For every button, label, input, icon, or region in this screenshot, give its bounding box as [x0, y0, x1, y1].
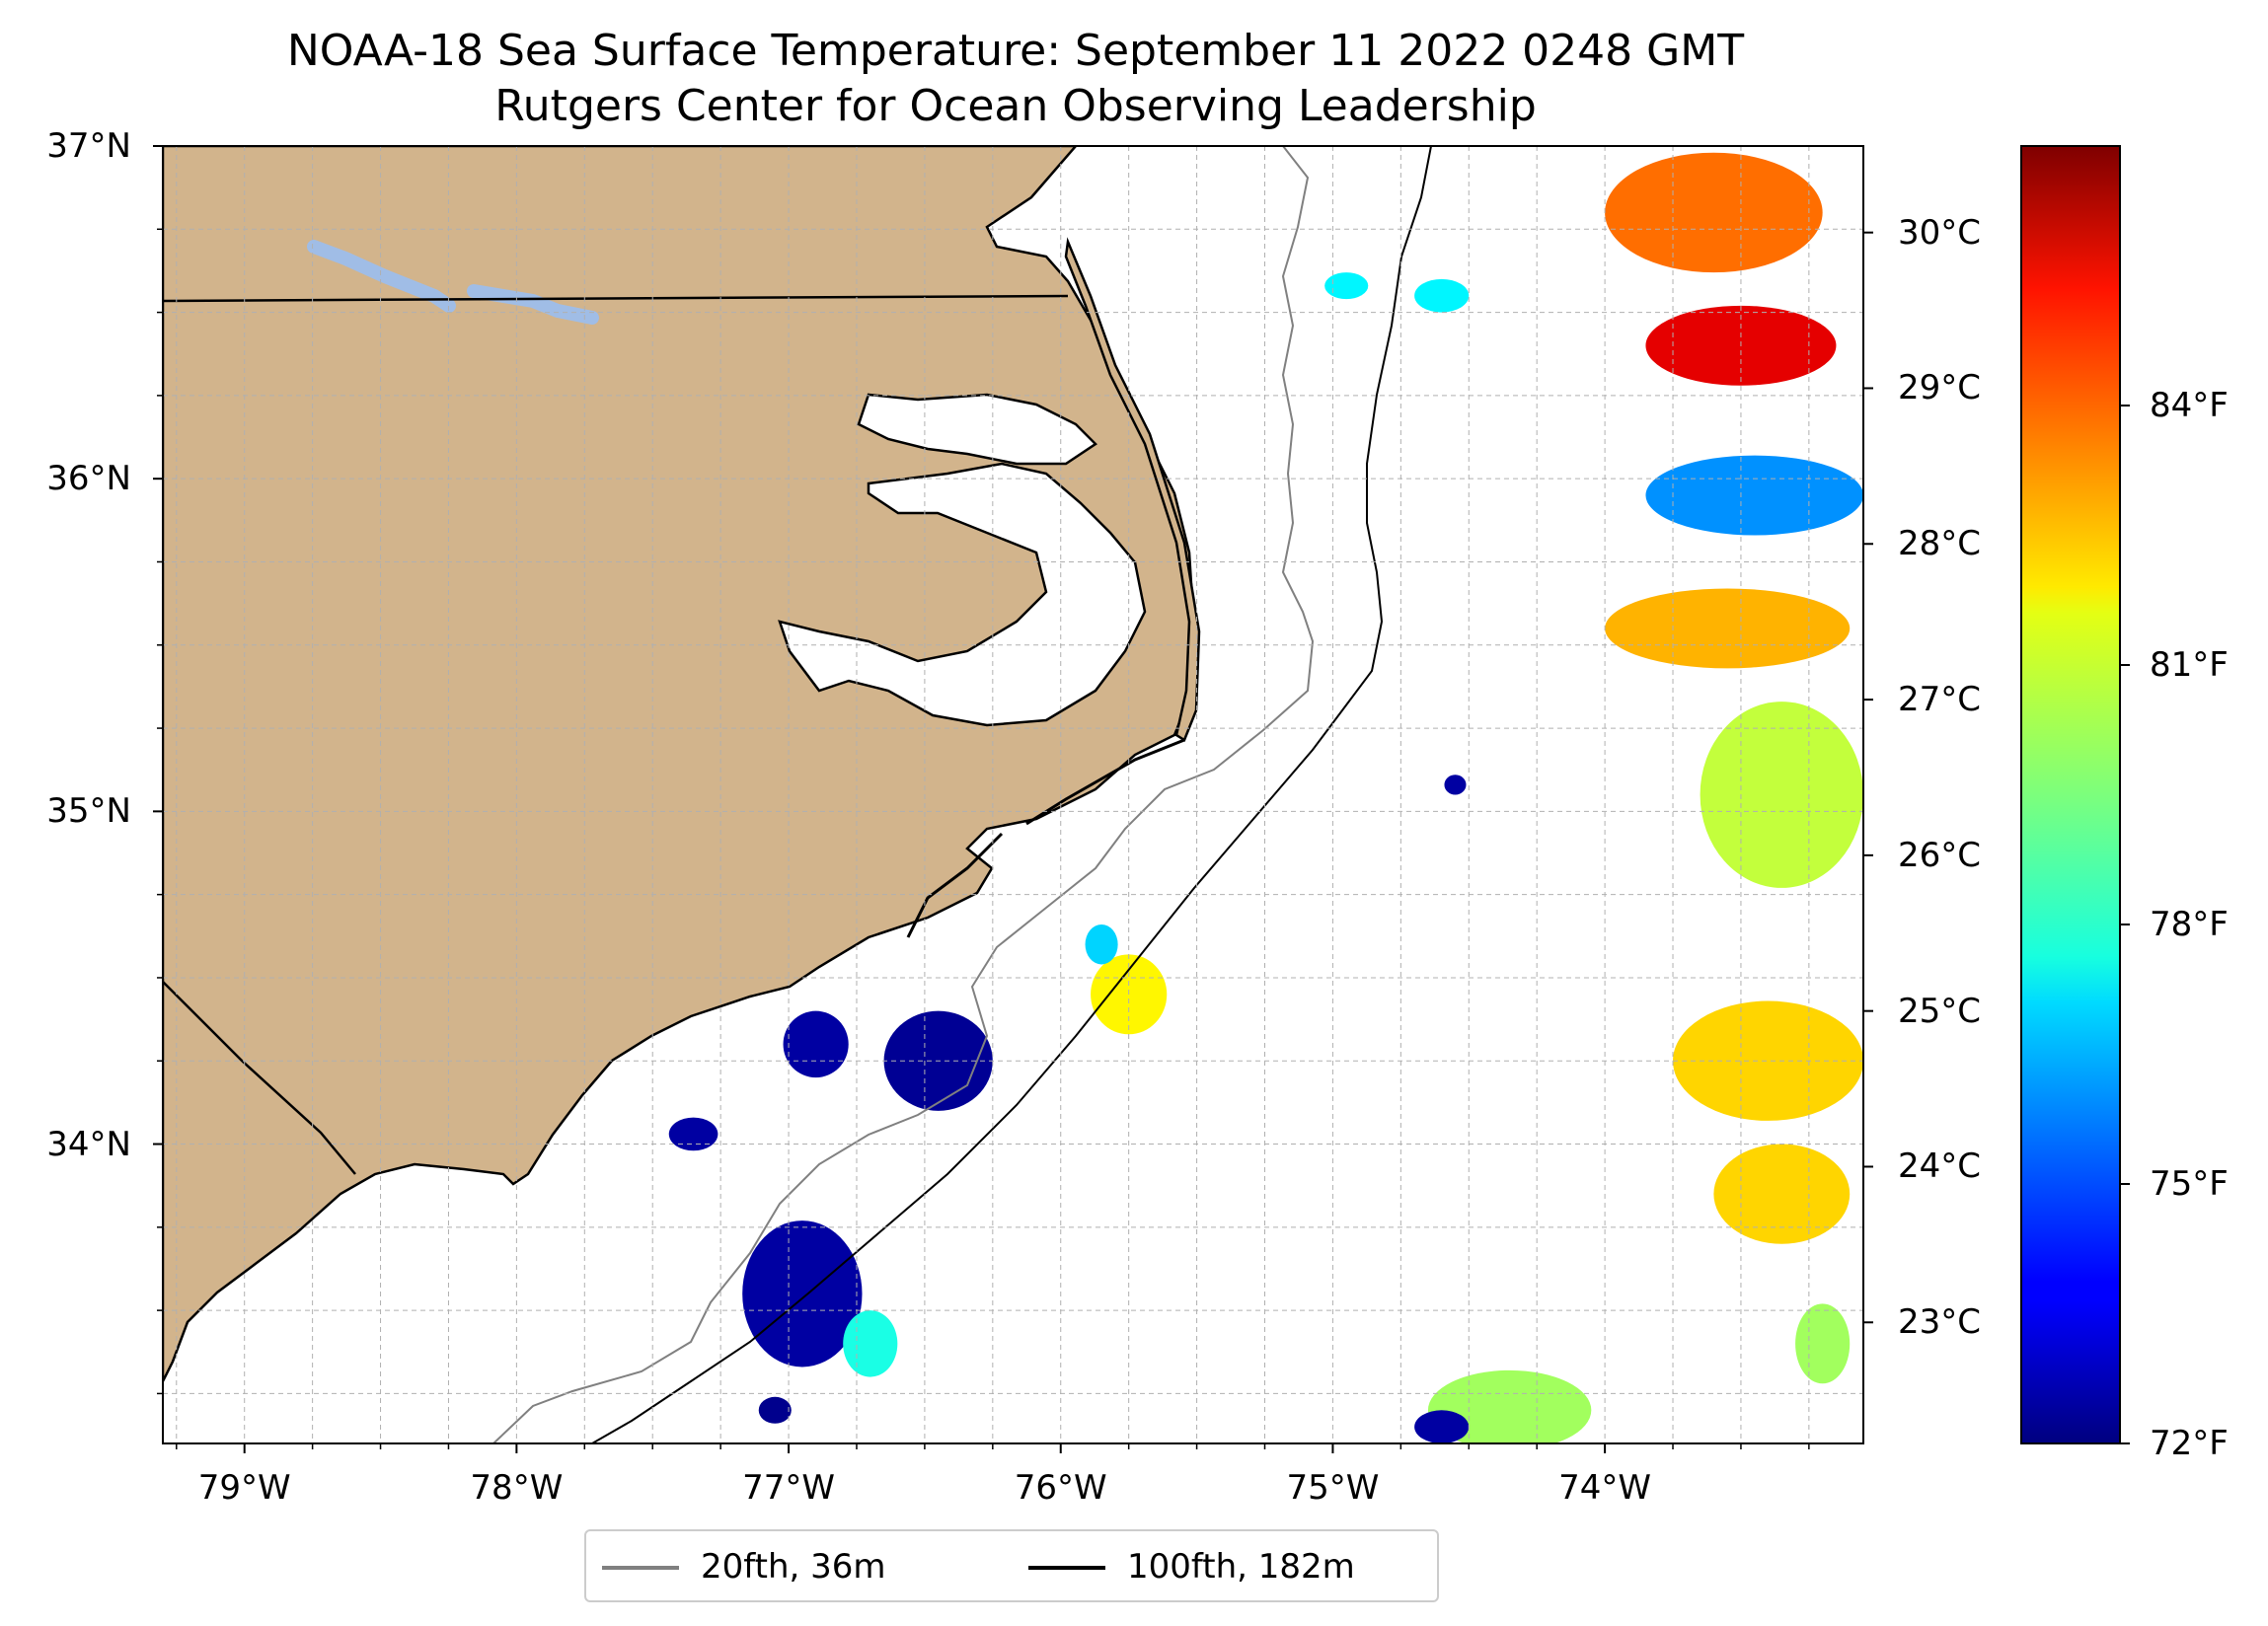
sst-patch [1605, 588, 1851, 669]
pamlico-sound [778, 462, 1147, 727]
lake-gaston [307, 240, 599, 325]
virginia-border [163, 294, 1069, 303]
fahrenheit-label: 75°F [2150, 1164, 2229, 1204]
map-frame [162, 145, 1864, 1444]
axis-ticks [153, 145, 1810, 1453]
legend-swatch-182m [1028, 1566, 1105, 1570]
sst-patch [1414, 1410, 1470, 1443]
gridlines [163, 146, 1863, 1443]
isobath-36m [492, 146, 1315, 1443]
sst-patch [742, 1220, 863, 1367]
lon-label: 76°W [1014, 1468, 1107, 1508]
legend-label-36m: 20fth, 36m [701, 1547, 886, 1587]
fahrenheit-label: 81°F [2150, 645, 2229, 685]
sst-patch [758, 1396, 792, 1424]
legend-swatch-36m [602, 1566, 679, 1570]
isobath-182m [591, 146, 1432, 1443]
sst-patch [1795, 1303, 1851, 1384]
chart-title: NOAA-18 Sea Surface Temperature: Septemb… [286, 26, 1745, 76]
sst-patch [1673, 1000, 1863, 1121]
sst-patch [1700, 702, 1863, 888]
lon-label: 78°W [470, 1468, 564, 1508]
celsius-label: 23°C [1898, 1302, 1982, 1343]
sst-patch [1605, 152, 1823, 273]
sst-patch [1444, 775, 1467, 795]
sst-patch [1324, 272, 1369, 300]
celsius-label: 27°C [1898, 680, 1982, 720]
colorbar [2020, 145, 2121, 1444]
fahrenheit-label: 72°F [2150, 1424, 2229, 1463]
sst-patch [668, 1117, 718, 1151]
celsius-label: 30°C [1898, 212, 1982, 253]
lat-label: 37°N [46, 126, 131, 166]
celsius-label: 24°C [1898, 1146, 1982, 1187]
sst-patch [1713, 1144, 1851, 1244]
lon-label: 77°W [742, 1468, 836, 1508]
sst-patch [1645, 455, 1863, 536]
celsius-label: 25°C [1898, 991, 1982, 1031]
south-carolina-border [163, 981, 356, 1175]
chart-subtitle: Rutgers Center for Ocean Observing Leade… [494, 81, 1537, 131]
lon-label: 74°W [1558, 1468, 1652, 1508]
colorbar-ticks [1863, 231, 2130, 1444]
sst-patch [1085, 924, 1118, 965]
celsius-label: 28°C [1898, 524, 1982, 564]
sst-data [668, 152, 1863, 1443]
albemarle-sound [857, 393, 1097, 466]
lat-label: 35°N [46, 791, 131, 832]
lon-label: 79°W [197, 1468, 291, 1508]
fahrenheit-label: 84°F [2150, 386, 2229, 425]
sst-patch [1414, 278, 1470, 313]
legend: 20fth, 36m 100fth, 182m [584, 1529, 1439, 1602]
lat-label: 34°N [46, 1124, 131, 1164]
celsius-label: 26°C [1898, 835, 1982, 875]
sst-patch [783, 1010, 849, 1078]
outer-banks [1064, 237, 1201, 742]
legend-label-182m: 100fth, 182m [1127, 1547, 1355, 1587]
celsius-label: 29°C [1898, 368, 1982, 408]
fahrenheit-label: 78°F [2150, 905, 2229, 944]
sst-patch [843, 1310, 898, 1377]
lat-label: 36°N [46, 459, 131, 499]
lon-label: 75°W [1286, 1468, 1380, 1508]
